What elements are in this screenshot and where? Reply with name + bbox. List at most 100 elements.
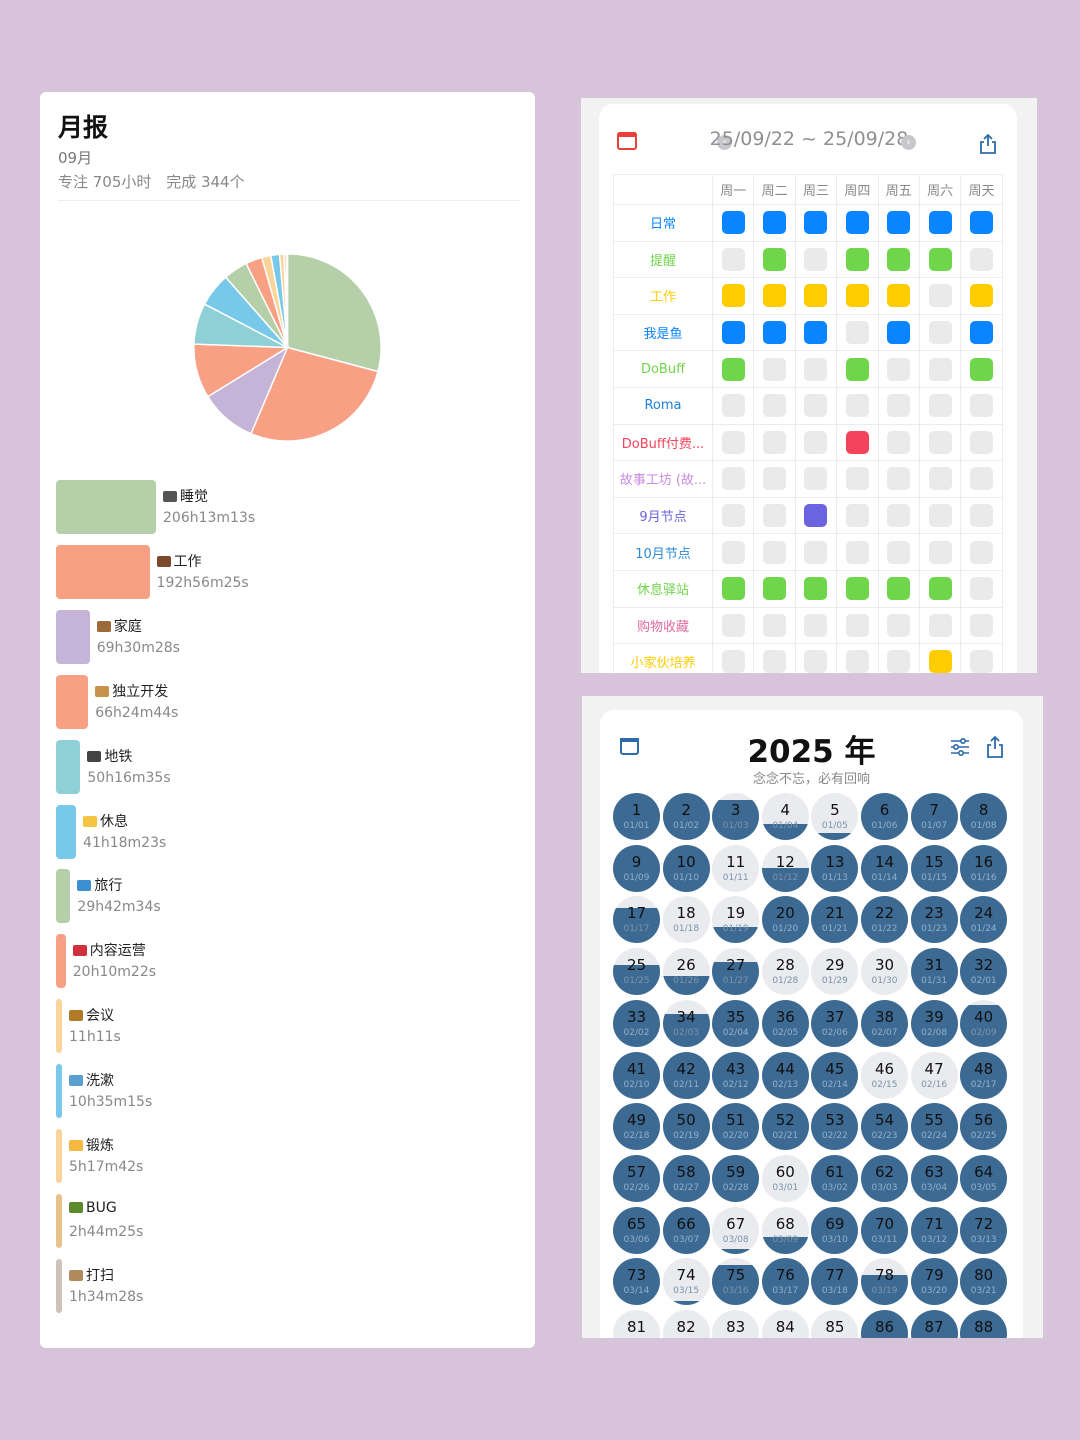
day-progress-circle[interactable]: 70 03/11 <box>861 1206 908 1254</box>
day-progress-circle[interactable]: 1 01/01 <box>613 793 660 840</box>
habit-empty-mark[interactable] <box>970 467 994 491</box>
habit-name[interactable]: DoBuff付费... <box>613 423 713 462</box>
habit-done-mark[interactable] <box>928 247 952 271</box>
habit-done-mark[interactable] <box>763 321 787 345</box>
habit-empty-mark[interactable] <box>928 467 952 491</box>
day-progress-circle[interactable]: 65 03/06 <box>613 1206 660 1254</box>
habit-name[interactable]: 我是鱼 <box>613 313 713 352</box>
day-progress-circle[interactable]: 67 03/08 <box>712 1206 760 1254</box>
habit-empty-mark[interactable] <box>845 504 869 528</box>
calendar-icon[interactable] <box>620 738 639 755</box>
day-progress-circle[interactable]: 57 02/26 <box>613 1154 660 1202</box>
habit-empty-mark[interactable] <box>763 357 787 381</box>
habit-done-mark[interactable] <box>804 211 828 235</box>
day-progress-circle[interactable]: 11 01/11 <box>712 844 760 892</box>
day-progress-circle[interactable]: 41 02/10 <box>613 1051 660 1099</box>
habit-empty-mark[interactable] <box>845 394 869 418</box>
day-progress-circle[interactable]: 4 01/04 <box>761 793 809 840</box>
day-progress-circle[interactable]: 45 02/14 <box>811 1051 859 1099</box>
day-progress-circle[interactable]: 52 02/21 <box>761 1103 809 1151</box>
habit-done-mark[interactable] <box>928 650 952 673</box>
habit-empty-mark[interactable] <box>928 321 952 345</box>
day-progress-circle[interactable]: 74 03/15 <box>662 1258 710 1306</box>
habit-done-mark[interactable] <box>970 284 994 308</box>
habit-empty-mark[interactable] <box>721 504 745 528</box>
share-icon[interactable] <box>986 736 1004 758</box>
habit-empty-mark[interactable] <box>721 650 745 673</box>
habit-empty-mark[interactable] <box>845 321 869 345</box>
habit-done-mark[interactable] <box>763 247 787 271</box>
habit-empty-mark[interactable] <box>804 247 828 271</box>
day-progress-circle[interactable]: 24 01/24 <box>960 896 1008 944</box>
day-progress-circle[interactable]: 53 02/22 <box>811 1103 859 1151</box>
day-progress-circle[interactable]: 15 01/15 <box>910 844 958 892</box>
day-progress-circle[interactable]: 66 03/07 <box>662 1206 710 1254</box>
day-progress-circle[interactable]: 39 02/08 <box>910 999 958 1047</box>
day-progress-circle[interactable]: 19 01/19 <box>712 896 760 944</box>
day-progress-circle[interactable]: 69 03/10 <box>811 1206 859 1254</box>
habit-done-mark[interactable] <box>804 577 828 601</box>
day-progress-circle[interactable]: 56 02/25 <box>960 1103 1008 1151</box>
habit-done-mark[interactable] <box>970 321 994 345</box>
habit-empty-mark[interactable] <box>887 504 911 528</box>
day-progress-circle[interactable]: 34 02/03 <box>662 999 710 1047</box>
day-progress-circle[interactable]: 18 01/18 <box>662 896 710 944</box>
habit-done-mark[interactable] <box>763 284 787 308</box>
day-progress-circle[interactable]: 6 01/06 <box>861 793 908 840</box>
day-progress-circle[interactable]: 76 03/17 <box>761 1258 809 1306</box>
habit-name[interactable]: 休息驿站 <box>613 569 713 608</box>
habit-done-mark[interactable] <box>721 357 745 381</box>
day-progress-circle[interactable]: 50 02/19 <box>662 1103 710 1151</box>
day-progress-circle[interactable]: 58 02/27 <box>662 1154 710 1202</box>
habit-empty-mark[interactable] <box>763 650 787 673</box>
habit-name[interactable]: 购物收藏 <box>613 606 713 645</box>
day-progress-circle[interactable]: 35 02/04 <box>712 999 760 1047</box>
habit-empty-mark[interactable] <box>845 540 869 564</box>
day-progress-circle[interactable]: 7 01/07 <box>910 793 958 840</box>
habit-empty-mark[interactable] <box>845 467 869 491</box>
habit-name[interactable]: 日常 <box>613 204 713 242</box>
habit-empty-mark[interactable] <box>845 613 869 637</box>
day-progress-circle[interactable]: 42 02/11 <box>662 1051 710 1099</box>
habit-empty-mark[interactable] <box>970 247 994 271</box>
habit-empty-mark[interactable] <box>763 540 787 564</box>
day-progress-circle[interactable]: 23 01/23 <box>910 896 958 944</box>
habit-empty-mark[interactable] <box>804 394 828 418</box>
day-progress-circle[interactable]: 84 <box>761 1310 809 1338</box>
habit-empty-mark[interactable] <box>928 394 952 418</box>
day-progress-circle[interactable]: 87 <box>910 1310 958 1338</box>
day-progress-circle[interactable]: 83 <box>712 1310 760 1338</box>
day-progress-circle[interactable]: 71 03/12 <box>910 1206 958 1254</box>
day-progress-circle[interactable]: 29 01/29 <box>811 948 859 996</box>
day-progress-circle[interactable]: 36 02/05 <box>761 999 809 1047</box>
habit-empty-mark[interactable] <box>928 357 952 381</box>
habit-empty-mark[interactable] <box>887 613 911 637</box>
habit-empty-mark[interactable] <box>970 613 994 637</box>
day-progress-circle[interactable]: 77 03/18 <box>811 1258 859 1306</box>
day-progress-circle[interactable]: 8 01/08 <box>960 793 1008 840</box>
habit-done-mark[interactable] <box>887 577 911 601</box>
habit-empty-mark[interactable] <box>887 650 911 673</box>
habit-done-mark[interactable] <box>845 284 869 308</box>
habit-name[interactable]: 9月节点 <box>613 496 713 535</box>
day-progress-circle[interactable]: 44 02/13 <box>761 1051 809 1099</box>
day-progress-circle[interactable]: 43 02/12 <box>712 1051 760 1099</box>
habit-done-mark[interactable] <box>928 211 952 235</box>
day-progress-circle[interactable]: 49 02/18 <box>613 1103 660 1151</box>
day-progress-circle[interactable]: 82 <box>662 1310 710 1338</box>
day-progress-circle[interactable]: 2 01/02 <box>662 793 710 840</box>
day-progress-circle[interactable]: 62 03/03 <box>861 1154 908 1202</box>
day-progress-circle[interactable]: 86 <box>861 1310 908 1338</box>
habit-empty-mark[interactable] <box>804 430 828 454</box>
habit-empty-mark[interactable] <box>970 394 994 418</box>
prev-arrow-icon[interactable]: ‹ <box>717 135 732 150</box>
habit-empty-mark[interactable] <box>970 577 994 601</box>
habit-empty-mark[interactable] <box>887 540 911 564</box>
habit-done-mark[interactable] <box>763 577 787 601</box>
habit-empty-mark[interactable] <box>763 613 787 637</box>
habit-done-mark[interactable] <box>721 321 745 345</box>
day-progress-circle[interactable]: 72 03/13 <box>960 1206 1008 1254</box>
habit-empty-mark[interactable] <box>887 430 911 454</box>
habit-done-mark[interactable] <box>845 430 869 454</box>
habit-empty-mark[interactable] <box>970 650 994 673</box>
